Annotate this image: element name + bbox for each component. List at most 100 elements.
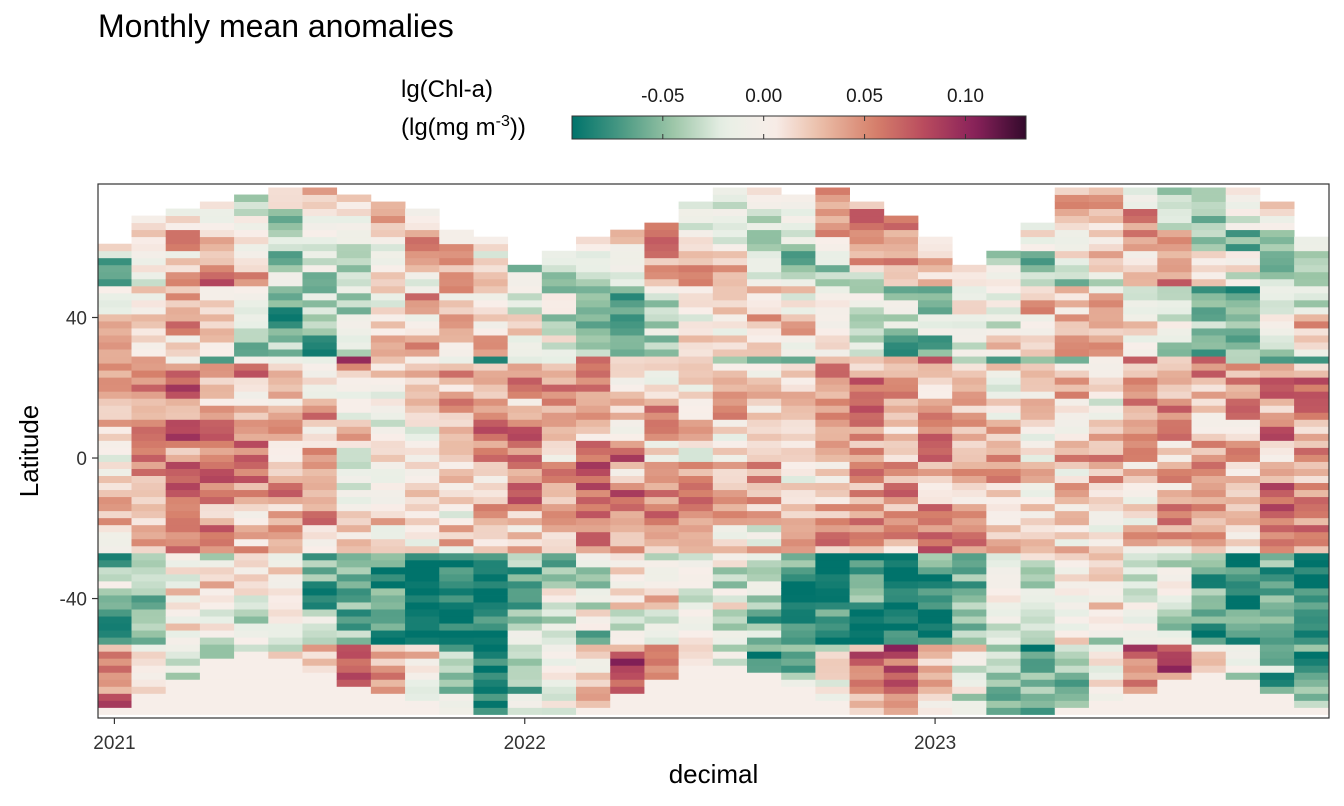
- heatmap-cell: [610, 538, 645, 547]
- heatmap-cell: [815, 377, 850, 385]
- heatmap-cell: [781, 236, 816, 245]
- heatmap-cell: [1123, 609, 1158, 617]
- heatmap-cell: [1191, 651, 1227, 659]
- heatmap-cell: [336, 609, 372, 617]
- heatmap-cell: [439, 412, 474, 420]
- heatmap-cell: [1123, 566, 1158, 575]
- heatmap-cell: [1191, 370, 1227, 378]
- heatmap-cell: [541, 595, 577, 603]
- heatmap-cell: [576, 391, 611, 399]
- heatmap-cell: [1294, 637, 1329, 645]
- heatmap-cell: [302, 236, 338, 245]
- heatmap-cell: [370, 510, 406, 519]
- heatmap-cell: [336, 236, 372, 245]
- heatmap-cell: [1157, 426, 1192, 434]
- heatmap-cell: [165, 489, 201, 498]
- heatmap-cell: [747, 405, 782, 413]
- heatmap-cell: [747, 264, 782, 273]
- heatmap-cell: [439, 384, 474, 392]
- heatmap-cell: [917, 580, 953, 589]
- heatmap-cell: [781, 349, 816, 357]
- heatmap-cell: [781, 278, 816, 287]
- heatmap-cell: [1157, 496, 1192, 505]
- heatmap-cell: [576, 609, 611, 617]
- heatmap-cell: [165, 278, 201, 287]
- heatmap-cell: [1225, 503, 1261, 512]
- heatmap-cell: [747, 342, 782, 350]
- heatmap-cell: [98, 475, 132, 484]
- heatmap-cell: [1294, 559, 1329, 568]
- heatmap-cell: [302, 700, 338, 708]
- heatmap-cell: [1157, 264, 1192, 273]
- heatmap-cell: [815, 349, 850, 357]
- heatmap-cell: [849, 398, 885, 406]
- heatmap-cell: [712, 363, 748, 371]
- heatmap-cell: [644, 328, 680, 336]
- heatmap-cell: [917, 433, 953, 441]
- heatmap-cell: [1123, 580, 1158, 589]
- heatmap-cell: [849, 475, 885, 484]
- heatmap-cell: [1259, 257, 1295, 266]
- heatmap-cell: [1225, 524, 1261, 533]
- heatmap-cell: [165, 342, 201, 350]
- heatmap-cell: [165, 236, 201, 245]
- heatmap-cell: [165, 321, 201, 329]
- heatmap-cell: [576, 335, 611, 343]
- heatmap-cell: [747, 623, 782, 631]
- heatmap-cell: [336, 517, 372, 526]
- heatmap-cell: [473, 700, 509, 708]
- heatmap-cell: [507, 454, 543, 462]
- heatmap-cell: [678, 580, 714, 589]
- heatmap-cell: [644, 370, 680, 378]
- heatmap-cell: [883, 222, 919, 231]
- heatmap-cell: [917, 552, 953, 561]
- heatmap-cell: [576, 623, 611, 631]
- heatmap-cell: [883, 573, 919, 582]
- heatmap-cell: [1088, 707, 1124, 715]
- heatmap-cell: [405, 306, 440, 315]
- heatmap-cell: [1259, 335, 1295, 343]
- heatmap-cell: [1088, 489, 1124, 498]
- heatmap-cell: [165, 398, 201, 406]
- heatmap-cell: [1088, 573, 1124, 582]
- heatmap-cell: [473, 707, 509, 715]
- heatmap-cell: [644, 517, 680, 526]
- heatmap-cell: [507, 531, 543, 540]
- heatmap-cell: [576, 328, 611, 336]
- heatmap-cell: [644, 398, 680, 406]
- heatmap-cell: [986, 363, 1021, 371]
- heatmap-cell: [1123, 257, 1158, 266]
- heatmap-cell: [610, 566, 645, 575]
- heatmap-cell: [712, 531, 748, 540]
- heatmap-cell: [747, 271, 782, 280]
- heatmap-cell: [917, 236, 953, 245]
- heatmap-cell: [952, 384, 987, 392]
- heatmap-cell: [1054, 299, 1090, 308]
- heatmap-cell: [1054, 595, 1090, 603]
- heatmap-cell: [199, 208, 235, 217]
- heatmap-cell: [610, 313, 645, 322]
- heatmap-cell: [678, 686, 714, 694]
- heatmap-cell: [405, 426, 440, 434]
- heatmap-cell: [541, 672, 577, 680]
- heatmap-cell: [541, 250, 577, 259]
- heatmap-cell: [98, 489, 132, 498]
- heatmap-cell: [302, 686, 338, 694]
- heatmap-cell: [1157, 356, 1192, 364]
- heatmap-cell: [1294, 236, 1329, 245]
- heatmap-cell: [576, 686, 611, 694]
- heatmap-cell: [883, 538, 919, 547]
- heatmap-cell: [131, 503, 167, 512]
- heatmap-cell: [1225, 419, 1261, 427]
- heatmap-cell: [507, 665, 543, 673]
- heatmap-cell: [302, 201, 338, 209]
- heatmap-cell: [302, 461, 338, 469]
- heatmap-cell: [473, 566, 509, 575]
- heatmap-cell: [1020, 588, 1056, 596]
- heatmap-cell: [98, 496, 132, 505]
- heatmap-cell: [439, 321, 474, 329]
- heatmap-cell: [781, 651, 816, 659]
- heatmap-cell: [336, 679, 372, 687]
- heatmap-cell: [541, 623, 577, 631]
- heatmap-cell: [1259, 363, 1295, 371]
